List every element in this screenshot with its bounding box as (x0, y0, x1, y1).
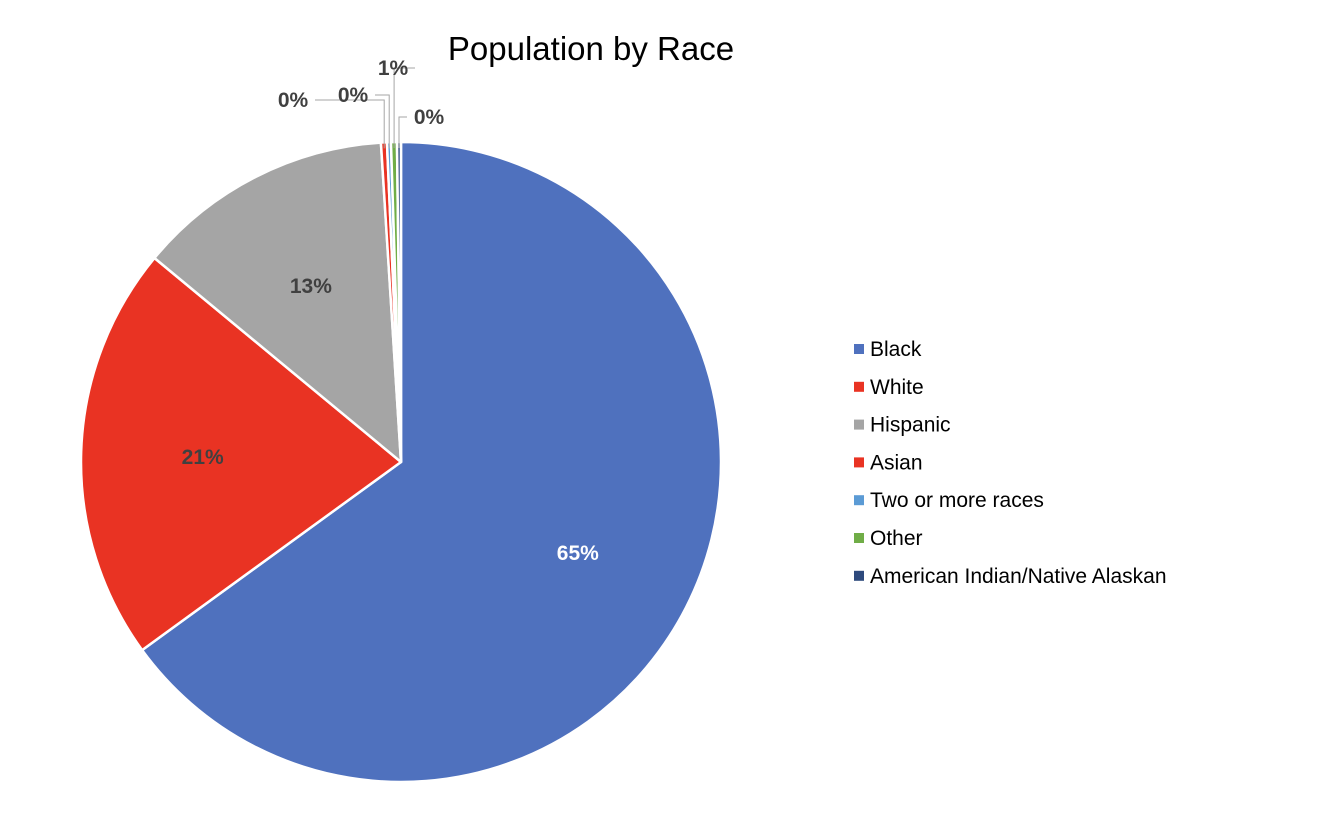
chart-title: Population by Race (448, 30, 734, 67)
pie-slice-white (79, 256, 403, 652)
data-labels: 65% 21% 13% 0% 0% 1% 0% (182, 57, 599, 565)
legend-swatch-black (854, 344, 864, 354)
legend-label-asian: Asian (870, 451, 923, 474)
legend-label-hispanic: Hispanic (870, 414, 951, 437)
data-label-asian: 0% (278, 89, 309, 112)
data-label-white: 21% (182, 446, 224, 469)
data-label-hispanic: 13% (290, 275, 332, 298)
pie-slice-hispanic (153, 141, 403, 464)
data-label-other: 1% (378, 57, 409, 80)
leader-line-american-indian-native-alaskan (398, 116, 407, 148)
data-label-american-indian-native-alaskan: 0% (414, 106, 445, 129)
legend-label-two-or-more-races: Two or more races (870, 489, 1044, 512)
legend-swatch-two-or-more-races (854, 495, 864, 506)
legend-swatch-other (854, 533, 864, 543)
leader-lines (315, 67, 415, 149)
leader-line-two-or-more-races (375, 94, 390, 149)
pie-slice-black (140, 140, 723, 784)
legend-label-white: White (870, 376, 924, 399)
legend-label-other: Other (870, 527, 923, 550)
legend: Black White Hispanic Asian Two or more races… (854, 338, 1167, 588)
legend-label-black: Black (870, 338, 922, 361)
leader-line-asian (315, 99, 385, 149)
data-label-two-or-more-races: 0% (338, 84, 369, 107)
leader-line-other (393, 67, 415, 149)
legend-swatch-hispanic (854, 419, 864, 430)
pie-slices (79, 140, 723, 784)
legend-swatch-white (854, 381, 864, 392)
legend-swatch-asian (854, 457, 864, 468)
data-label-black: 65% (557, 542, 599, 565)
legend-swatch-american-indian-native-alaskan (854, 570, 864, 581)
legend-label-american-indian-native-alaskan: American Indian/Native Alaskan (870, 565, 1167, 588)
